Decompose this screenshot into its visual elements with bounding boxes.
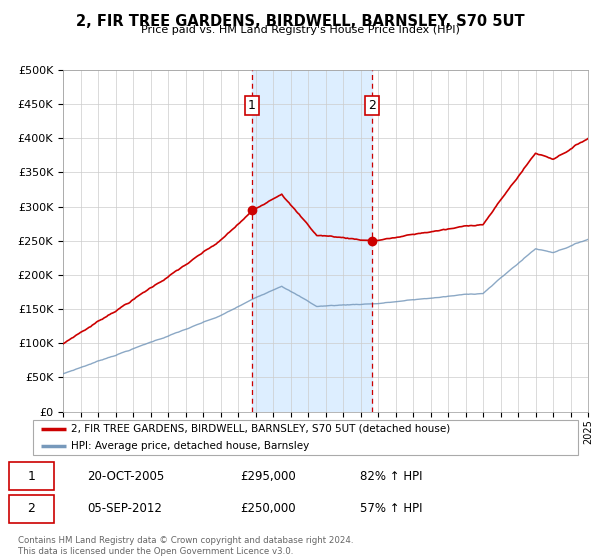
Text: 2: 2	[28, 502, 35, 515]
Text: 82% ↑ HPI: 82% ↑ HPI	[360, 470, 422, 483]
Text: 1: 1	[28, 470, 35, 483]
Text: 20-OCT-2005: 20-OCT-2005	[87, 470, 164, 483]
Text: £250,000: £250,000	[240, 502, 296, 515]
Text: Price paid vs. HM Land Registry's House Price Index (HPI): Price paid vs. HM Land Registry's House …	[140, 25, 460, 35]
FancyBboxPatch shape	[9, 495, 54, 523]
FancyBboxPatch shape	[33, 420, 578, 455]
Text: £295,000: £295,000	[240, 470, 296, 483]
Text: 2, FIR TREE GARDENS, BIRDWELL, BARNSLEY, S70 5UT: 2, FIR TREE GARDENS, BIRDWELL, BARNSLEY,…	[76, 14, 524, 29]
Text: 1: 1	[248, 99, 256, 113]
Text: 2, FIR TREE GARDENS, BIRDWELL, BARNSLEY, S70 5UT (detached house): 2, FIR TREE GARDENS, BIRDWELL, BARNSLEY,…	[71, 423, 451, 433]
Text: 57% ↑ HPI: 57% ↑ HPI	[360, 502, 422, 515]
Text: 2: 2	[368, 99, 376, 113]
Text: HPI: Average price, detached house, Barnsley: HPI: Average price, detached house, Barn…	[71, 441, 310, 451]
Text: 05-SEP-2012: 05-SEP-2012	[87, 502, 162, 515]
Text: Contains HM Land Registry data © Crown copyright and database right 2024.
This d: Contains HM Land Registry data © Crown c…	[18, 536, 353, 556]
FancyBboxPatch shape	[9, 463, 54, 491]
Bar	[252, 70, 372, 412]
